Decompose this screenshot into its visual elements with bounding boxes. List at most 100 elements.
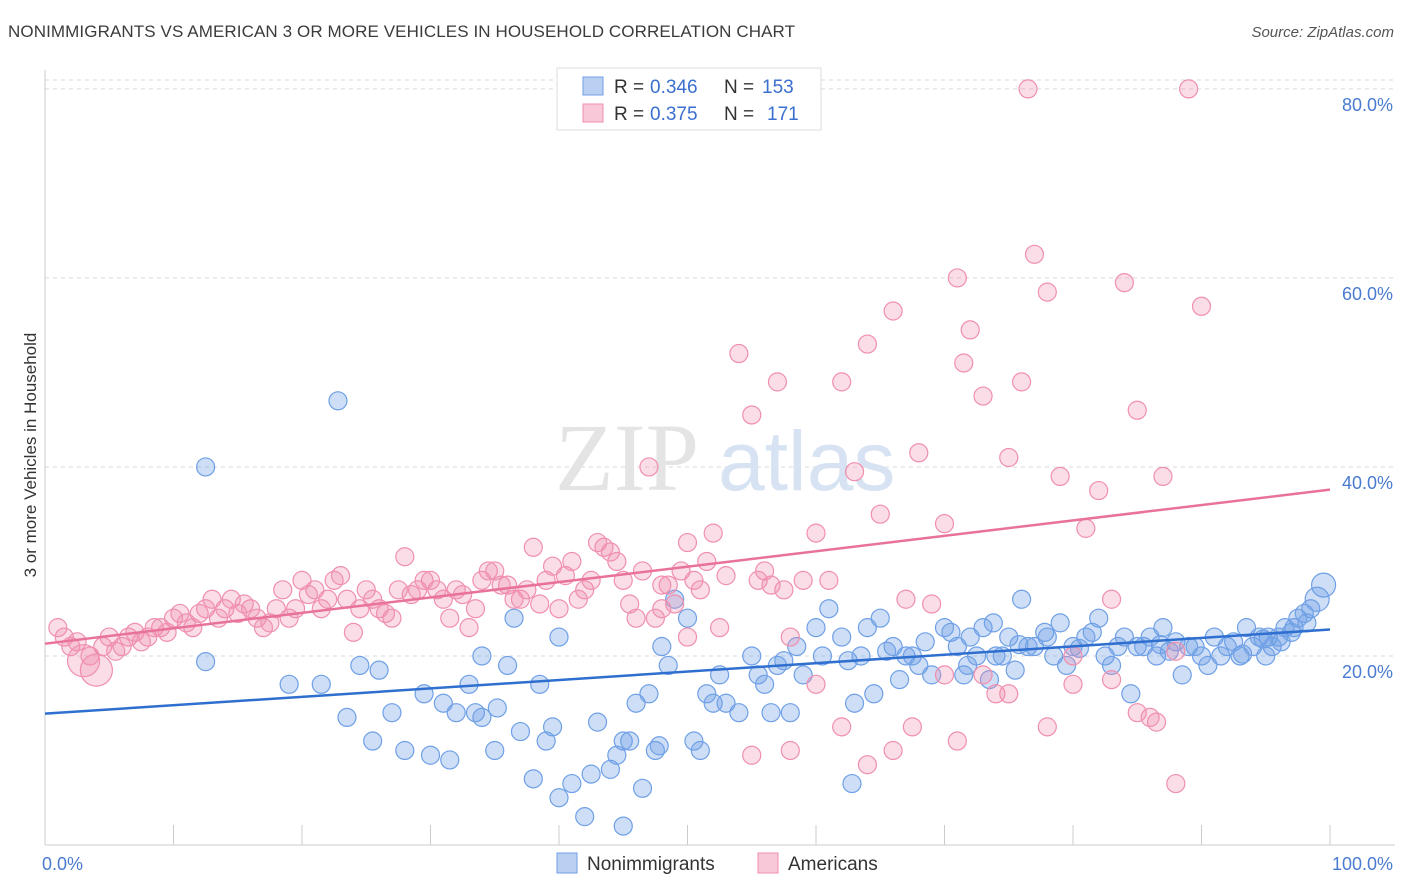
point-americans-60 — [832, 372, 852, 392]
point-nonimmigrants-136 — [487, 698, 507, 718]
point-americans-142 — [440, 608, 460, 628]
point-americans-140 — [414, 570, 434, 590]
legend-r-value-1: 0.346 — [650, 77, 698, 98]
point-americans-44 — [626, 608, 646, 628]
y-tick-label-3: 80.0% — [1342, 95, 1393, 115]
point-nonimmigrants-148 — [958, 655, 978, 676]
point-americans-150 — [542, 556, 563, 576]
point-americans-108 — [1127, 703, 1147, 723]
point-nonimmigrants-72 — [1050, 613, 1070, 633]
watermark-zip: ZIP — [555, 404, 699, 511]
point-nonimmigrants-52 — [870, 608, 890, 628]
point-nonimmigrants-60 — [954, 665, 974, 685]
legend-n-value-1: 153 — [762, 77, 794, 98]
point-americans-100 — [902, 717, 922, 737]
point-americans-39 — [562, 551, 582, 572]
point-americans-84 — [1127, 400, 1147, 420]
point-nonimmigrants-127 — [1211, 646, 1231, 666]
point-nonimmigrants-54 — [889, 670, 910, 690]
point-nonimmigrants-26 — [613, 816, 633, 836]
point-americans-95 — [780, 740, 800, 761]
point-americans-74 — [999, 447, 1019, 468]
point-americans-55 — [767, 372, 788, 392]
point-nonimmigrants-140 — [530, 674, 550, 694]
trend-line-nonimmigrants — [44, 628, 1331, 715]
point-americans-77 — [1037, 282, 1057, 302]
point-americans-33 — [485, 561, 505, 581]
top-legend: R = 0.346 N = 153 R = 0.375 N = 171 — [556, 67, 822, 131]
point-nonimmigrants-116 — [864, 684, 884, 704]
point-nonimmigrants-92 — [1236, 618, 1257, 638]
point-nonimmigrants-38 — [742, 646, 762, 666]
point-americans-162 — [697, 551, 717, 572]
point-americans-69 — [947, 268, 967, 288]
point-americans-51 — [716, 566, 736, 586]
point-nonimmigrants-95 — [1256, 646, 1276, 666]
point-nonimmigrants-152 — [1069, 638, 1090, 659]
point-nonimmigrants-82 — [1146, 646, 1167, 666]
point-americans-36 — [523, 537, 543, 557]
point-nonimmigrants-137 — [465, 703, 486, 723]
point-nonimmigrants-1 — [328, 391, 348, 411]
point-nonimmigrants-79 — [1121, 684, 1141, 704]
point-americans-159 — [658, 575, 678, 595]
point-americans-105 — [1037, 717, 1057, 737]
point-nonimmigrants-110 — [607, 745, 627, 765]
point-nonimmigrants-114 — [761, 703, 781, 723]
point-nonimmigrants-44 — [793, 665, 813, 685]
point-nonimmigrants-132 — [1271, 632, 1291, 652]
point-nonimmigrants-93 — [1243, 636, 1263, 657]
y-tick-label-1: 40.0% — [1342, 473, 1393, 493]
point-nonimmigrants-47 — [832, 627, 852, 647]
chart-title: NONIMMIGRANTS VS AMERICAN 3 OR MORE VEHI… — [8, 22, 796, 41]
point-americans-93 — [652, 599, 672, 619]
point-americans-89 — [1191, 296, 1212, 316]
point-nonimmigrants-145 — [774, 651, 794, 671]
point-americans-90 — [1018, 79, 1038, 99]
point-nonimmigrants-7 — [363, 731, 383, 751]
point-nonimmigrants-112 — [658, 655, 678, 676]
bottom-legend-swatch-nonimmigrants — [556, 852, 578, 874]
point-nonimmigrants-32 — [677, 608, 698, 628]
point-americans-155 — [607, 551, 627, 572]
point-nonimmigrants-49 — [844, 693, 865, 713]
point-nonimmigrants-46 — [819, 599, 839, 619]
point-nonimmigrants-17 — [523, 769, 543, 789]
point-nonimmigrants-61 — [960, 627, 980, 647]
point-americans-70 — [954, 353, 974, 373]
point-americans-26 — [395, 547, 415, 567]
point-americans-101 — [934, 665, 955, 685]
point-americans-48 — [677, 532, 698, 553]
point-americans-99 — [883, 740, 903, 761]
point-nonimmigrants-88 — [1198, 655, 1218, 676]
point-nonimmigrants-40 — [754, 674, 775, 694]
point-americans-102 — [947, 731, 967, 751]
point-nonimmigrants-3 — [279, 674, 299, 694]
point-americans-138 — [388, 580, 408, 600]
point-nonimmigrants-37 — [729, 703, 749, 723]
point-americans-79 — [1063, 674, 1083, 694]
point-nonimmigrants-19 — [549, 788, 569, 808]
point-americans-91 — [677, 627, 698, 647]
series-americans-points — [48, 79, 1212, 794]
point-nonimmigrants-107 — [350, 655, 370, 676]
point-nonimmigrants-85 — [1172, 665, 1192, 685]
source-label: Source: ZipAtlas.com — [1251, 24, 1394, 41]
point-nonimmigrants-67 — [1005, 660, 1025, 680]
point-americans-61 — [844, 462, 865, 482]
bottom-legend-label-americans: Americans — [788, 854, 878, 875]
point-nonimmigrants-36 — [716, 693, 736, 713]
trend-lines — [44, 488, 1331, 715]
point-americans-98 — [857, 755, 878, 775]
point-americans-45 — [639, 457, 659, 477]
point-nonimmigrants-28 — [639, 684, 659, 704]
point-americans-80 — [1076, 518, 1096, 538]
point-americans-141 — [427, 580, 447, 600]
point-americans-22 — [343, 622, 363, 642]
point-americans-58 — [806, 523, 826, 543]
point-nonimmigrants-66 — [999, 627, 1019, 647]
point-americans-57 — [793, 570, 813, 590]
y-tick-label-2: 60.0% — [1342, 284, 1393, 304]
point-americans-20 — [318, 589, 338, 609]
